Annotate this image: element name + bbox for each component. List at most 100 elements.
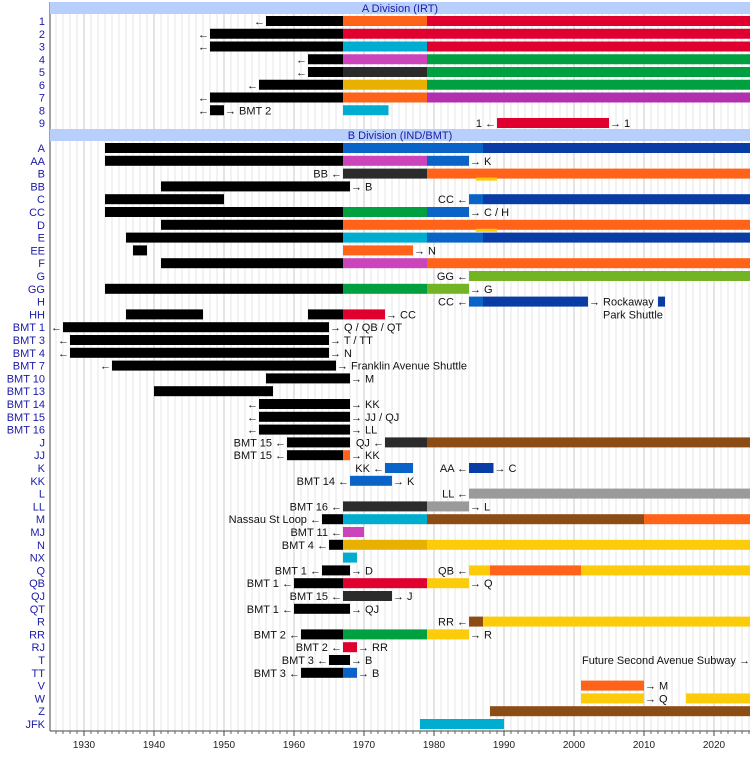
transfer-annotation: ← bbox=[247, 425, 258, 437]
service-segment bbox=[343, 54, 427, 65]
service-segment bbox=[259, 79, 343, 90]
service-segment bbox=[343, 232, 427, 243]
service-label: JJ bbox=[34, 450, 45, 462]
transfer-annotation: → N bbox=[330, 348, 352, 360]
service-segment bbox=[259, 399, 350, 409]
transfer-annotation: QJ ← bbox=[356, 437, 384, 449]
service-segment bbox=[427, 539, 750, 550]
service-label: Q bbox=[36, 565, 45, 577]
service-segment bbox=[343, 207, 427, 217]
service-label: K bbox=[38, 463, 46, 475]
service-segment bbox=[294, 603, 350, 614]
transfer-annotation: ← bbox=[198, 93, 209, 105]
service-segment bbox=[343, 16, 427, 26]
service-segment bbox=[210, 92, 343, 103]
transfer-annotation: → Q / QB / QT bbox=[330, 322, 402, 334]
service-label: Z bbox=[38, 706, 45, 718]
transfer-annotation: ← bbox=[51, 322, 62, 334]
service-label: BMT 10 bbox=[7, 373, 45, 385]
service-segment bbox=[343, 514, 427, 525]
transfer-annotation: CC ← bbox=[438, 194, 468, 206]
service-label: 9 bbox=[39, 118, 45, 130]
transfer-annotation: BMT 11 ← bbox=[290, 527, 342, 539]
transfer-annotation: GG ← bbox=[437, 271, 468, 283]
service-segment bbox=[469, 565, 490, 576]
service-label: EE bbox=[30, 245, 45, 257]
transfer-annotation: ← bbox=[100, 361, 111, 373]
service-label: 2 bbox=[39, 29, 45, 41]
service-segment bbox=[343, 245, 413, 256]
transfer-annotation: LL ← bbox=[442, 489, 468, 501]
service-segment bbox=[427, 207, 469, 217]
transfer-annotation: BMT 1 ← bbox=[247, 578, 293, 590]
service-segment bbox=[483, 232, 750, 243]
transfer-annotation: → D bbox=[351, 565, 373, 577]
service-segment bbox=[343, 642, 357, 653]
service-segment bbox=[343, 168, 427, 179]
transfer-annotation: BMT 3 ← bbox=[254, 668, 300, 680]
service-segment bbox=[266, 16, 343, 26]
transfer-annotation: → Rockaway bbox=[589, 297, 654, 309]
transfer-annotation: → B bbox=[358, 668, 379, 680]
transfer-annotation: CC ← bbox=[438, 297, 468, 309]
service-segment bbox=[343, 41, 427, 52]
service-segment bbox=[581, 693, 644, 704]
transfer-annotation: → N bbox=[414, 245, 436, 257]
service-segment bbox=[112, 360, 336, 371]
service-label: CC bbox=[29, 207, 45, 219]
service-label: F bbox=[38, 258, 45, 270]
service-label: N bbox=[37, 540, 45, 552]
transfer-annotation: ← bbox=[58, 335, 69, 347]
transfer-annotation: BMT 4 ← bbox=[282, 540, 328, 552]
service-segment bbox=[427, 437, 750, 448]
service-segment bbox=[343, 92, 427, 103]
service-segment bbox=[259, 424, 350, 435]
transfer-annotation: → Q bbox=[645, 693, 668, 705]
transfer-annotation: AA ← bbox=[440, 463, 468, 475]
transfer-annotation: ← bbox=[198, 105, 209, 117]
transfer-annotation: → K bbox=[393, 476, 415, 488]
service-segment bbox=[210, 41, 343, 52]
service-segment bbox=[287, 450, 343, 461]
transfer-annotation: → LL bbox=[351, 425, 377, 437]
service-segment bbox=[343, 79, 427, 90]
division-title: B Division (IND/BMT) bbox=[348, 130, 453, 142]
service-label: KK bbox=[30, 476, 45, 488]
service-label: 1 bbox=[39, 16, 45, 28]
service-segment bbox=[161, 181, 350, 192]
service-segment bbox=[469, 194, 483, 205]
service-segment bbox=[105, 155, 343, 166]
service-label: L bbox=[39, 489, 45, 501]
service-segment bbox=[427, 514, 644, 525]
transfer-annotation: ← bbox=[198, 29, 209, 41]
service-label: GG bbox=[28, 284, 45, 296]
service-segment bbox=[420, 719, 504, 729]
service-segment bbox=[210, 28, 343, 39]
service-label: JFK bbox=[25, 719, 45, 731]
service-segment bbox=[658, 296, 665, 307]
service-label: TT bbox=[32, 668, 46, 680]
service-segment bbox=[322, 514, 343, 525]
transfer-annotation: → C / H bbox=[470, 207, 509, 219]
x-tick-label: 1950 bbox=[213, 740, 236, 751]
service-segment bbox=[308, 67, 343, 77]
transfer-annotation: ← bbox=[254, 16, 265, 28]
service-segment bbox=[308, 309, 343, 320]
service-segment bbox=[105, 143, 343, 153]
x-tick-label: 1930 bbox=[73, 740, 96, 751]
service-sub-segment bbox=[476, 228, 497, 232]
transfer-annotation: → B bbox=[351, 655, 372, 667]
transfer-annotation: ← bbox=[198, 42, 209, 54]
transfer-annotation: RR ← bbox=[438, 617, 468, 629]
service-segment bbox=[350, 475, 392, 486]
service-label: 4 bbox=[39, 54, 45, 66]
service-segment bbox=[343, 591, 392, 601]
transfer-annotation: BB ← bbox=[313, 169, 342, 181]
service-segment bbox=[133, 245, 147, 256]
service-segment bbox=[686, 693, 750, 704]
service-label: BB bbox=[30, 181, 45, 193]
service-label: BMT 3 bbox=[13, 335, 45, 347]
transfer-annotation: BMT 14 ← bbox=[297, 476, 349, 488]
transfer-annotation: → B bbox=[351, 181, 372, 193]
division-title: A Division (IRT) bbox=[362, 3, 438, 15]
